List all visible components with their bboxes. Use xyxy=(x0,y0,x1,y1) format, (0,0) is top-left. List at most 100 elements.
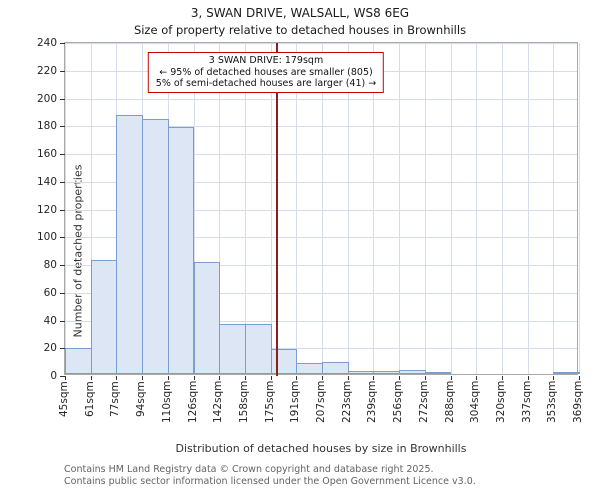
gridline-vertical xyxy=(65,43,66,374)
histogram-bar xyxy=(65,347,92,374)
gridline-vertical xyxy=(424,43,426,374)
y-tick-mark xyxy=(60,265,65,266)
x-tick-mark xyxy=(270,376,272,380)
y-tick-mark xyxy=(60,43,65,44)
x-tick-label: 45sqm xyxy=(58,381,70,417)
annotation-line-2: ← 95% of detached houses are smaller (80… xyxy=(159,66,373,78)
x-tick-mark xyxy=(579,376,580,380)
histogram-bar xyxy=(219,324,246,374)
y-tick-label: 20 xyxy=(43,342,57,355)
gridline-horizontal xyxy=(65,237,577,239)
gridline-horizontal xyxy=(65,181,577,183)
x-tick-mark xyxy=(90,376,92,380)
x-tick-mark xyxy=(347,376,349,380)
histogram-bar xyxy=(193,261,221,374)
x-tick-mark xyxy=(193,376,195,380)
x-tick-mark xyxy=(65,376,66,380)
x-tick-mark xyxy=(424,376,426,380)
x-tick-label: 337sqm xyxy=(520,381,533,424)
x-tick-mark xyxy=(399,376,401,380)
gridline-vertical xyxy=(527,43,529,374)
y-tick-label: 220 xyxy=(36,64,57,77)
histogram-bar xyxy=(296,362,323,374)
gridline-horizontal xyxy=(65,209,577,211)
y-tick-label: 80 xyxy=(43,259,57,271)
footer-line-2: Contains public sector information licen… xyxy=(64,475,476,487)
histogram-bar xyxy=(424,372,452,374)
gridline-vertical xyxy=(296,43,298,374)
x-tick-label: 320sqm xyxy=(494,381,507,424)
x-tick-label: 353sqm xyxy=(546,381,559,424)
x-tick-mark xyxy=(322,376,323,380)
annotation-line-3: 5% of semi-detached houses are larger (4… xyxy=(155,78,377,89)
x-tick-mark xyxy=(450,376,452,380)
gridline-vertical xyxy=(373,43,375,374)
y-tick-label: 200 xyxy=(36,92,57,105)
y-tick-mark xyxy=(60,348,65,350)
x-tick-mark xyxy=(296,376,298,380)
gridline-vertical xyxy=(450,43,452,374)
y-tick-label: 0 xyxy=(50,370,57,382)
histogram-bar xyxy=(553,372,580,374)
plot-area: Number of detached properties 0 20 40 60 80 1… xyxy=(37,37,584,423)
y-tick-label: 160 xyxy=(36,148,57,160)
gridline-horizontal xyxy=(65,43,577,44)
chart-subtitle: Size of property relative to detached ho… xyxy=(133,23,467,37)
attribution-footer: Contains HM Land Registry data © Crown c… xyxy=(64,464,476,487)
histogram-bar xyxy=(142,118,169,374)
gridline-horizontal xyxy=(65,98,577,100)
gridline-horizontal xyxy=(65,126,577,128)
property-size-marker-line xyxy=(276,43,278,376)
x-tick-label: 94sqm xyxy=(135,381,148,417)
gridline-horizontal xyxy=(65,154,577,155)
x-axis-label: Distribution of detached houses by size … xyxy=(175,442,467,455)
y-tick-label: 120 xyxy=(36,203,57,216)
x-tick-label: 110sqm xyxy=(160,381,173,424)
gridline-vertical xyxy=(579,43,580,374)
y-tick-label: 140 xyxy=(36,175,57,188)
x-tick-mark xyxy=(553,376,555,380)
x-tick-label: 223sqm xyxy=(340,381,353,424)
x-tick-mark xyxy=(167,376,169,380)
y-tick-mark xyxy=(60,237,65,239)
x-tick-label: 61sqm xyxy=(83,381,96,417)
x-tick-mark xyxy=(527,376,529,380)
x-tick-label: 272sqm xyxy=(417,381,430,424)
y-tick-mark xyxy=(60,292,65,294)
gridline-horizontal xyxy=(65,348,577,350)
y-tick-label: 180 xyxy=(36,120,57,133)
gridline-horizontal xyxy=(65,265,577,266)
histogram-bar xyxy=(373,371,401,374)
chart-title: 3, SWAN DRIVE, WALSALL, WS8 6EG xyxy=(190,6,410,20)
x-tick-mark xyxy=(142,376,144,380)
x-tick-label: 256sqm xyxy=(392,381,405,424)
x-tick-label: 77sqm xyxy=(109,381,122,417)
histogram-bar xyxy=(116,114,144,374)
x-tick-label: 304sqm xyxy=(469,381,482,424)
x-tick-mark xyxy=(476,376,478,380)
annotation-line-1: 3 SWAN DRIVE: 179sqm xyxy=(208,55,324,66)
property-annotation-box: 3 SWAN DRIVE: 179sqm ← 95% of detached h… xyxy=(147,52,385,93)
x-tick-label: 369sqm xyxy=(572,381,584,424)
histogram-bar xyxy=(167,127,195,374)
gridline-horizontal xyxy=(65,292,577,294)
gridline-vertical xyxy=(399,43,401,374)
x-tick-label: 239sqm xyxy=(366,381,379,424)
x-tick-mark xyxy=(219,376,221,380)
y-tick-label: 100 xyxy=(36,231,57,244)
gridline-vertical xyxy=(553,43,555,374)
gridline-vertical xyxy=(219,43,221,374)
y-tick-mark xyxy=(60,154,65,155)
histogram-bar xyxy=(322,361,349,374)
x-tick-label: 191sqm xyxy=(289,381,302,424)
gridline-vertical xyxy=(476,43,478,374)
gridline-vertical xyxy=(347,43,349,374)
x-tick-mark xyxy=(373,376,375,380)
gridline-vertical xyxy=(244,43,246,374)
y-tick-mark xyxy=(60,320,65,322)
gridline-vertical xyxy=(501,43,503,374)
y-tick-mark xyxy=(60,209,65,211)
histogram-bar xyxy=(270,349,298,374)
x-tick-label: 158sqm xyxy=(237,381,250,424)
